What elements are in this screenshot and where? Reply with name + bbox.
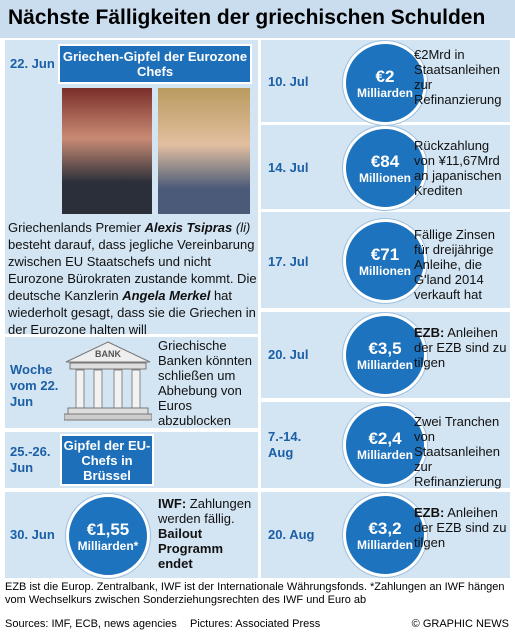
amount: €2 xyxy=(375,66,395,86)
text: Bailout Programm endet xyxy=(158,526,224,571)
amount-circle: €1,55 Milliarden* xyxy=(66,494,150,578)
amount: €3,5 xyxy=(368,338,402,358)
amount: €2,4 xyxy=(368,428,402,448)
text: EZB: xyxy=(414,505,445,520)
text: Alexis Tsipras xyxy=(144,220,233,235)
amount-circle: €71 Millionen xyxy=(343,219,427,303)
text: Anleihen der EZB sind zu tilgen xyxy=(414,325,507,370)
event-box: Griechen-Gipfel der Eurozone Chefs xyxy=(58,44,252,84)
unit: Milliarden xyxy=(356,357,413,372)
unit: Milliarden xyxy=(356,447,413,462)
unit: Millionen xyxy=(359,263,411,278)
svg-text:BANK: BANK xyxy=(95,349,121,359)
text: IWF: Zahlungen werden fällig. Bailout Pr… xyxy=(158,496,258,571)
bank-icon: BANK xyxy=(64,341,152,421)
text: EZB: Anleihen der EZB sind zu tilgen xyxy=(414,505,509,550)
text: Griechische Banken könnten schließen um … xyxy=(158,338,252,428)
date: 14. Jul xyxy=(268,160,309,175)
title: Nächste Fälligkeiten der griechischen Sc… xyxy=(8,6,486,29)
date: 17. Jul xyxy=(268,254,309,269)
text: Angela Merkel xyxy=(122,288,211,303)
text: hat wiederholt gesagt, dass sie die Grie… xyxy=(8,288,256,337)
date: 30. Jun xyxy=(10,527,55,542)
unit: Milliarden xyxy=(356,537,413,552)
photo xyxy=(158,88,250,214)
date: 20. Jul xyxy=(268,347,309,362)
sources: Sources: IMF, ECB, news agencies xyxy=(5,618,177,630)
text: besteht darauf, dass jegliche Vereinbaru… xyxy=(8,237,257,303)
date: 10. Jul xyxy=(268,74,309,89)
text: IWF: xyxy=(158,496,187,511)
pictures-credit: Pictures: Associated Press xyxy=(190,618,321,630)
photo xyxy=(62,88,152,214)
text: Fällige Zinsen für dreijährige Anleihe, … xyxy=(414,227,495,302)
amount-circle: €3,5 Milliarden xyxy=(343,313,427,397)
date: Woche vom 22. Jun xyxy=(10,362,59,409)
text: EZB: Anleihen der EZB sind zu tilgen xyxy=(414,325,509,370)
footnote: EZB ist die Europ. Zentralbank, IWF ist … xyxy=(5,581,505,606)
text: Zwei Tranchen von Staatsanleihen zur Ref… xyxy=(414,414,502,489)
text: (li) xyxy=(232,220,251,235)
text: Anleihen der EZB sind zu tilgen xyxy=(414,505,507,550)
paragraph: Griechenlands Premier Alexis Tsipras (li… xyxy=(8,219,258,338)
amount-circle: €3,2 Milliarden xyxy=(343,493,427,577)
amount-circle: €2 Milliarden xyxy=(343,41,427,125)
amount-circle: €84 Millionen xyxy=(343,126,427,210)
unit: Millionen xyxy=(359,170,411,185)
copyright: © GRAPHIC NEWS xyxy=(411,618,509,630)
unit: Milliarden xyxy=(356,85,413,100)
date: 25.-26. Jun xyxy=(10,444,51,475)
title-bar xyxy=(0,0,515,38)
unit: Milliarden* xyxy=(77,538,139,553)
date: 7.-14. Aug xyxy=(268,429,302,460)
text: €2Mrd in Staatsanleihen zur Refinanzieru… xyxy=(414,47,502,107)
text: Griechenlands Premier xyxy=(8,220,145,235)
amount-circle: €2,4 Milliarden xyxy=(343,403,427,487)
event-box: Gipfel der EU-Chefs in Brüssel xyxy=(60,434,154,486)
amount: €3,2 xyxy=(368,518,402,538)
text: Zahlungen werden fällig. xyxy=(158,496,252,526)
date: 20. Aug xyxy=(268,527,315,542)
date: 22. Jun xyxy=(10,56,55,71)
amount: €84 xyxy=(370,151,400,171)
text: EZB: xyxy=(414,325,445,340)
amount: €71 xyxy=(370,244,400,264)
text: Rückzahlung von ¥11,67Mrd an japanischen… xyxy=(414,138,502,198)
amount: €1,55 xyxy=(86,519,130,539)
